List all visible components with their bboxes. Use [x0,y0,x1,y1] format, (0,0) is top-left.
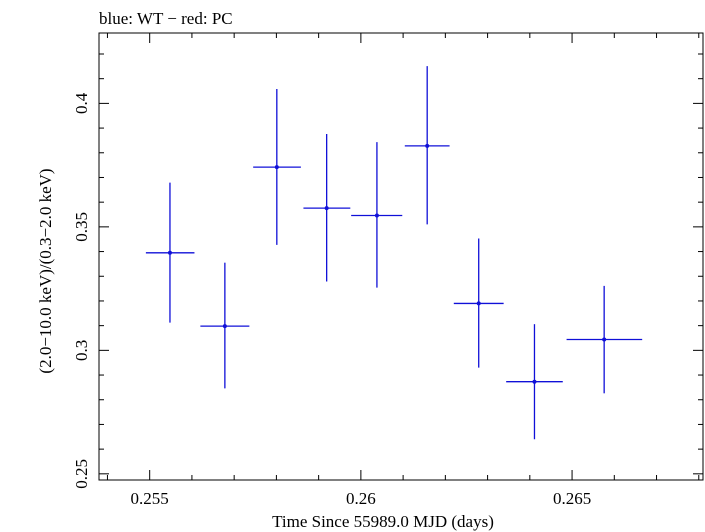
data-point [253,89,301,245]
data-marker [274,165,279,170]
x-tick-label: 0.265 [553,489,591,508]
data-marker [222,324,227,329]
data-marker [324,206,329,211]
data-point [351,142,403,288]
x-tick-label: 0.26 [346,489,376,508]
data-point [453,238,504,368]
data-marker [167,250,172,255]
data-series [145,66,643,440]
y-tick-label: 0.3 [72,340,91,361]
data-point [404,66,450,225]
x-tick-label: 0.255 [131,489,169,508]
data-marker [476,301,481,306]
data-point [303,134,351,282]
data-marker [602,337,607,342]
x-axis: 0.255 0.26 0.265 [106,33,700,508]
data-point [506,324,563,440]
data-point [566,285,643,394]
y-axis: 0.25 0.3 0.35 0.4 [72,53,703,489]
data-marker [532,379,537,384]
data-marker [425,143,430,148]
plot-frame [98,32,704,481]
y-tick-label: 0.4 [72,92,91,114]
y-axis-label: (2.0−10.0 keV)/(0.3−2.0 keV) [36,168,55,373]
y-tick-label: 0.35 [72,212,91,242]
x-axis-label: Time Since 55989.0 MJD (days) [272,512,494,531]
data-marker [374,213,379,218]
y-tick-label: 0.25 [72,459,91,489]
data-point [145,182,195,323]
data-point [200,262,250,389]
chart-title: blue: WT − red: PC [99,9,233,28]
